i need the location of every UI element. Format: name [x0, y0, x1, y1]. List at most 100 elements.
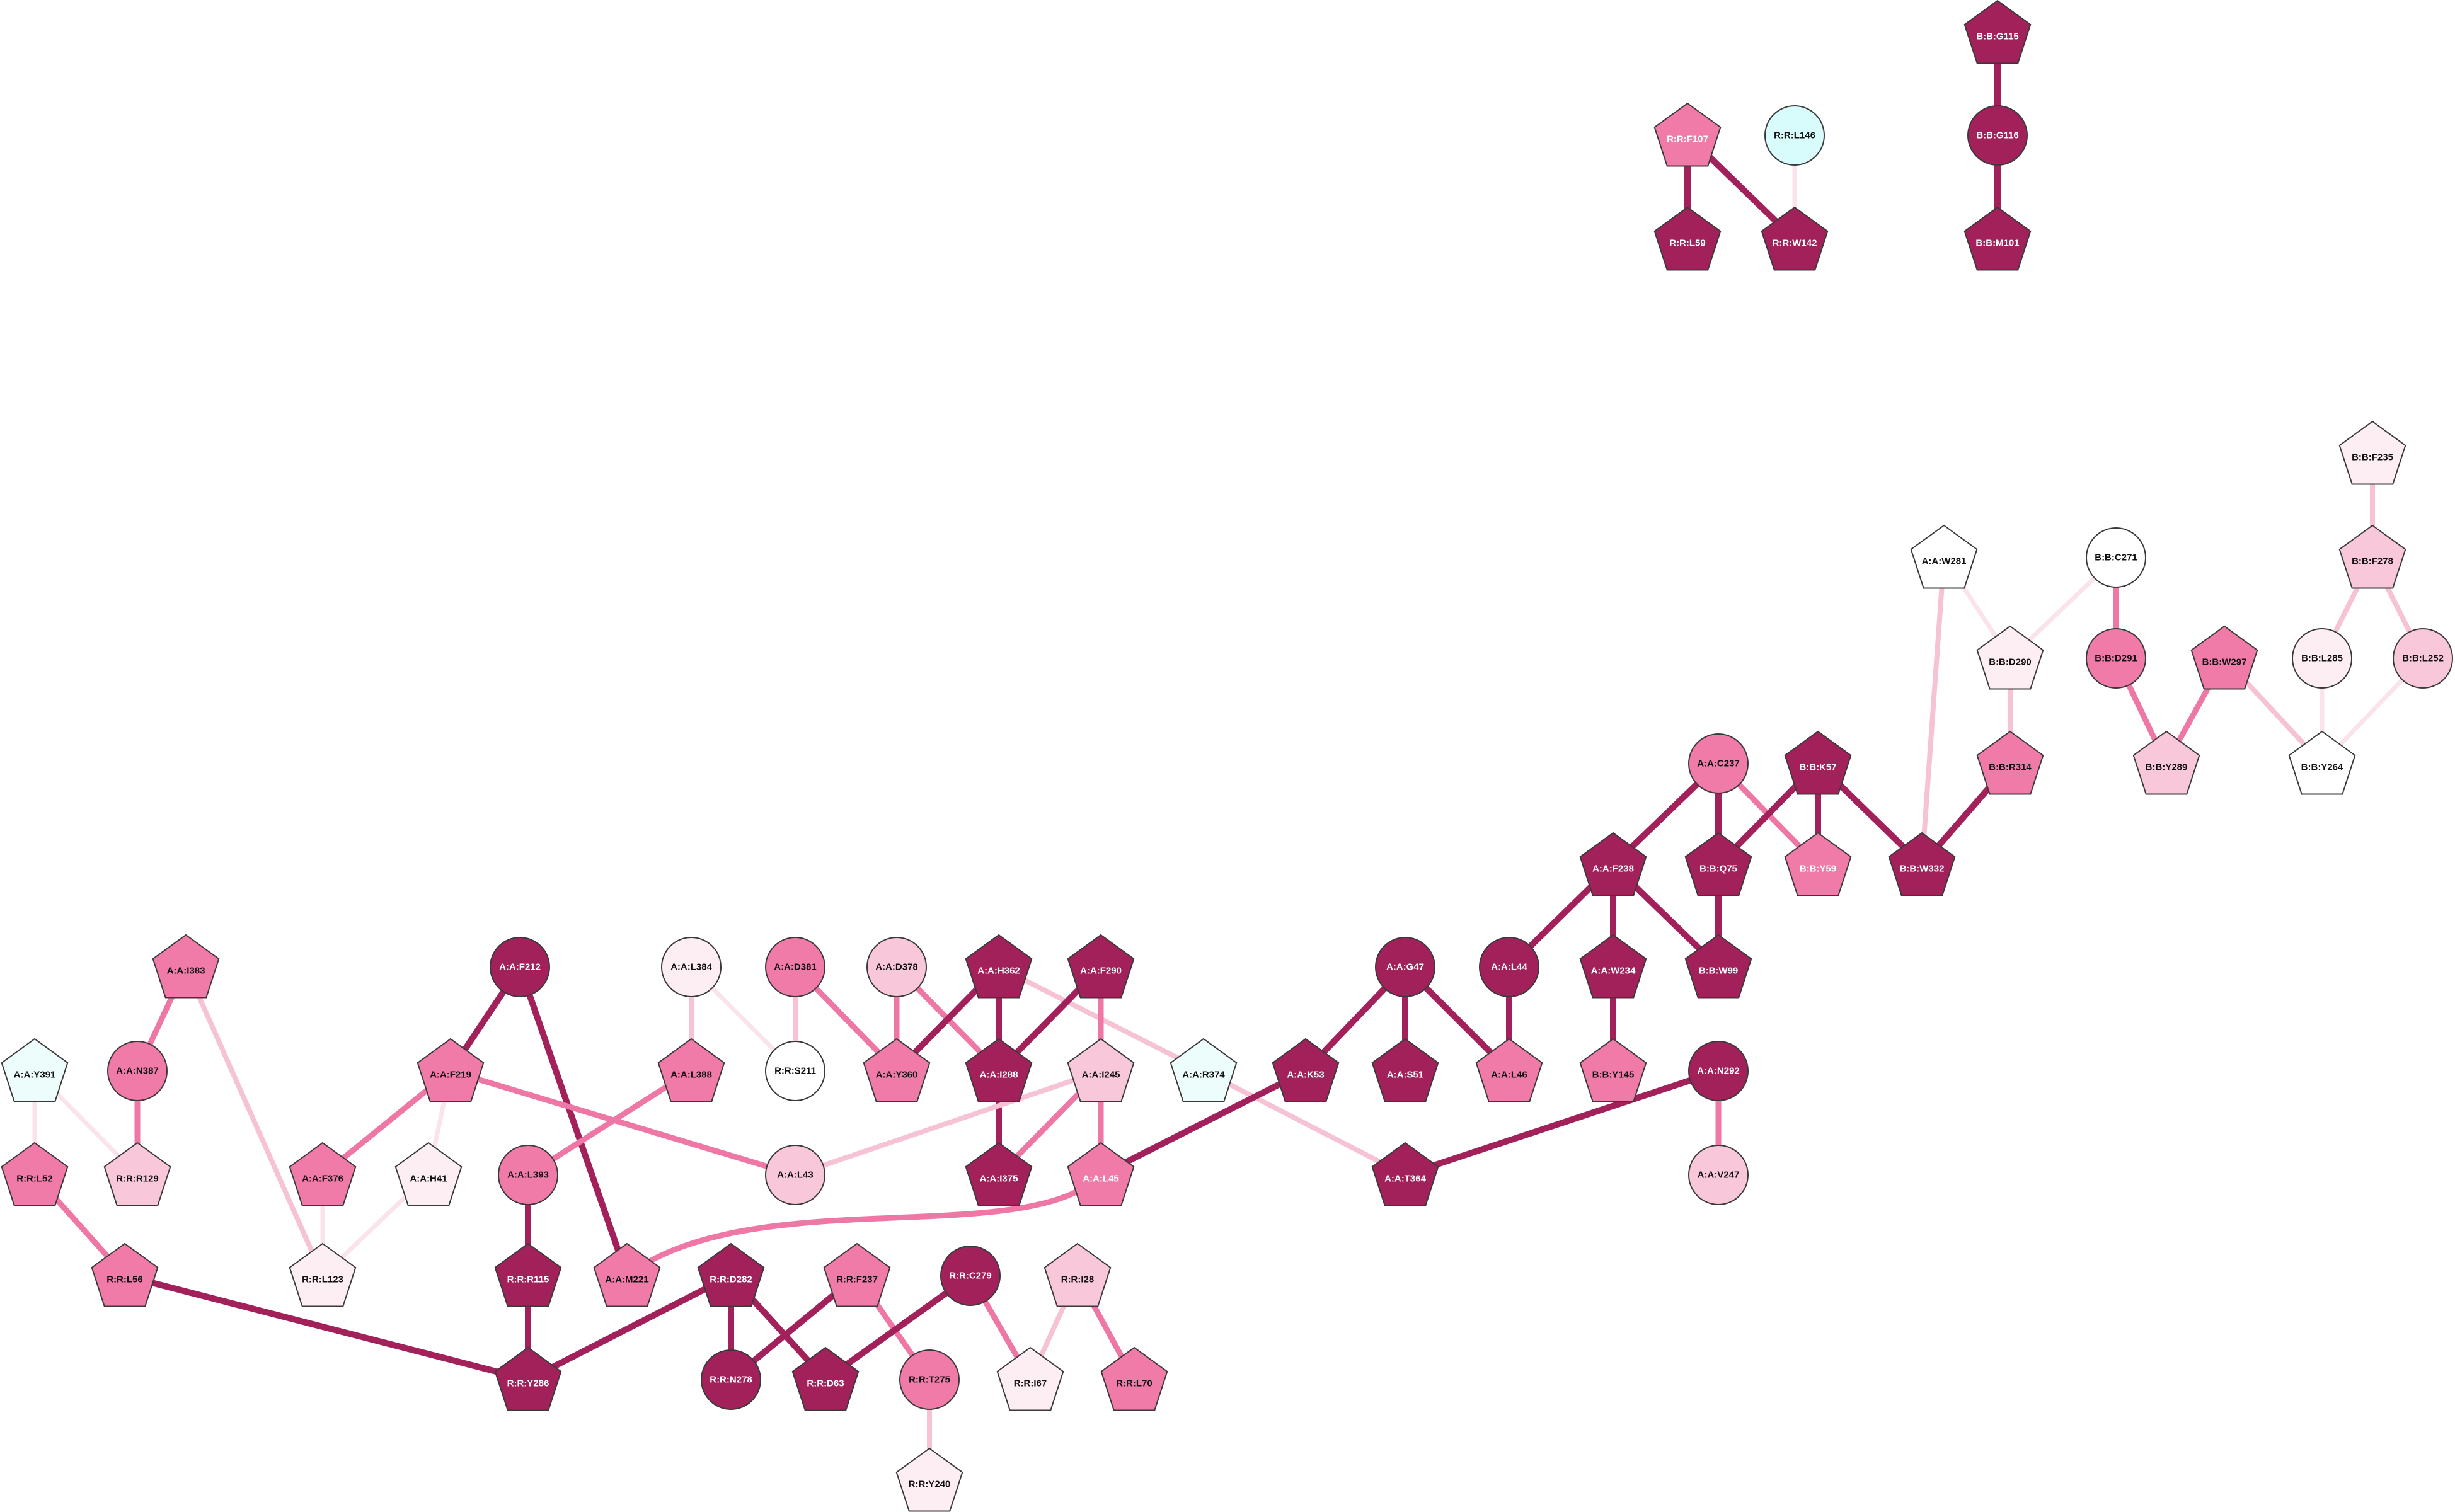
node-a-a-i288[interactable]: A:A:I288 — [965, 1038, 1033, 1102]
node-r-r-d63[interactable]: R:R:D63 — [791, 1346, 860, 1411]
node-b-b-w297[interactable]: B:B:W297 — [2190, 625, 2258, 690]
node-a-a-v247[interactable]: A:A:V247 — [1688, 1145, 1749, 1205]
node-b-b-r314[interactable]: B:B:R314 — [1976, 730, 2044, 795]
node-r-r-y240[interactable]: R:R:Y240 — [895, 1447, 963, 1512]
node-shape-pentagon — [2132, 730, 2200, 795]
node-r-r-r115[interactable]: R:R:R115 — [494, 1242, 562, 1307]
node-a-a-l384[interactable]: A:A:L384 — [661, 937, 722, 997]
node-a-a-y360[interactable]: A:A:Y360 — [863, 1038, 931, 1102]
node-a-a-w234[interactable]: A:A:W234 — [1579, 934, 1647, 999]
node-label: A:A:K53 — [1287, 1070, 1324, 1080]
node-r-r-c279[interactable]: R:R:C279 — [940, 1246, 1001, 1306]
node-a-a-y391[interactable]: A:A:Y391 — [1, 1038, 69, 1102]
edge-a-a-k53-to-a-a-l45 — [1098, 1068, 1309, 1178]
node-r-r-y286[interactable]: R:R:Y286 — [494, 1346, 562, 1411]
node-r-r-f107[interactable]: R:R:F107 — [1653, 102, 1722, 167]
node-label: B:B:W99 — [1699, 966, 1739, 976]
node-a-a-g47[interactable]: A:A:G47 — [1375, 937, 1435, 997]
node-a-a-f219[interactable]: A:A:F219 — [417, 1038, 485, 1102]
node-r-r-l56[interactable]: R:R:L56 — [91, 1242, 159, 1307]
node-a-a-s51[interactable]: A:A:S51 — [1371, 1038, 1439, 1102]
node-shape-pentagon — [1579, 832, 1647, 896]
node-b-b-y289[interactable]: B:B:Y289 — [2132, 730, 2200, 795]
node-b-b-g116[interactable]: B:B:G116 — [1967, 105, 2028, 166]
node-shape-pentagon — [823, 1242, 891, 1307]
node-b-b-d291[interactable]: B:B:D291 — [2086, 628, 2146, 689]
node-r-r-n278[interactable]: R:R:N278 — [701, 1349, 761, 1410]
node-shape-pentagon — [1371, 1142, 1439, 1206]
node-a-a-l393[interactable]: A:A:L393 — [498, 1145, 558, 1205]
node-b-b-w99[interactable]: B:B:W99 — [1684, 934, 1752, 999]
node-a-a-w281[interactable]: A:A:W281 — [1910, 524, 1978, 589]
node-label: R:R:C279 — [949, 1271, 992, 1281]
node-r-r-l52[interactable]: R:R:L52 — [1, 1142, 69, 1206]
node-a-a-f376[interactable]: A:A:F376 — [289, 1142, 357, 1206]
node-a-a-l44[interactable]: A:A:L44 — [1479, 937, 1539, 997]
node-b-b-c271[interactable]: B:B:C271 — [2086, 527, 2146, 588]
edge-r-r-d282-to-r-r-y286 — [525, 1273, 734, 1383]
node-a-a-d378[interactable]: A:A:D378 — [866, 937, 927, 997]
node-b-b-q75[interactable]: B:B:Q75 — [1684, 832, 1752, 896]
node-a-a-f238[interactable]: A:A:F238 — [1579, 832, 1647, 896]
node-b-b-y145[interactable]: B:B:Y145 — [1579, 1038, 1647, 1102]
node-b-b-k57[interactable]: B:B:K57 — [1784, 730, 1852, 795]
node-shape-pentagon — [1100, 1346, 1168, 1411]
edge-a-a-i383-to-r-r-l123 — [183, 965, 325, 1278]
node-shape-circle — [1967, 105, 2028, 166]
node-r-r-i28[interactable]: R:R:I28 — [1044, 1242, 1112, 1307]
node-shape-pentagon — [1784, 730, 1852, 795]
node-b-b-f235[interactable]: B:B:F235 — [2338, 420, 2406, 485]
node-r-r-l59[interactable]: R:R:L59 — [1653, 206, 1722, 271]
node-a-a-i383[interactable]: A:A:I383 — [152, 934, 220, 999]
node-shape-pentagon — [2288, 730, 2356, 795]
node-a-a-i375[interactable]: A:A:I375 — [965, 1142, 1033, 1206]
node-b-b-l285[interactable]: B:B:L285 — [2292, 628, 2352, 689]
node-r-r-l146[interactable]: R:R:L146 — [1764, 105, 1825, 166]
node-a-a-c237[interactable]: A:A:C237 — [1688, 733, 1749, 794]
node-r-r-w142[interactable]: R:R:W142 — [1761, 206, 1829, 271]
node-a-a-r374[interactable]: A:A:R374 — [1170, 1038, 1238, 1102]
node-a-a-h362[interactable]: A:A:H362 — [965, 934, 1033, 999]
node-r-r-r129[interactable]: R:R:R129 — [103, 1142, 171, 1206]
edge-a-a-r374-to-a-a-t364 — [1201, 1068, 1408, 1177]
node-b-b-g115[interactable]: B:B:G115 — [1963, 0, 2032, 64]
node-a-a-l388[interactable]: A:A:L388 — [657, 1038, 725, 1102]
node-label: B:B:W297 — [2202, 657, 2247, 668]
node-r-r-d282[interactable]: R:R:D282 — [697, 1242, 765, 1307]
node-a-a-d381[interactable]: A:A:D381 — [765, 937, 825, 997]
node-b-b-f278[interactable]: B:B:F278 — [2338, 524, 2406, 589]
node-a-a-i245[interactable]: A:A:I245 — [1067, 1038, 1135, 1102]
node-shape-circle — [866, 937, 927, 997]
node-b-b-y59[interactable]: B:B:Y59 — [1784, 832, 1852, 896]
node-b-b-y264[interactable]: B:B:Y264 — [2288, 730, 2356, 795]
node-a-a-f212[interactable]: A:A:F212 — [490, 937, 550, 997]
node-label: R:R:Y286 — [507, 1378, 549, 1389]
node-b-b-d290[interactable]: B:B:D290 — [1976, 625, 2044, 690]
node-a-a-m221[interactable]: A:A:M221 — [593, 1242, 661, 1307]
node-shape-circle — [1479, 937, 1539, 997]
node-r-r-s211[interactable]: R:R:S211 — [765, 1041, 825, 1101]
node-a-a-l46[interactable]: A:A:L46 — [1475, 1038, 1543, 1102]
node-a-a-f290[interactable]: A:A:F290 — [1067, 934, 1135, 999]
node-shape-pentagon — [996, 1346, 1064, 1411]
node-a-a-l45[interactable]: A:A:L45 — [1067, 1142, 1135, 1206]
node-r-r-l70[interactable]: R:R:L70 — [1100, 1346, 1168, 1411]
node-a-a-k53[interactable]: A:A:K53 — [1272, 1038, 1340, 1102]
node-b-b-l252[interactable]: B:B:L252 — [2393, 628, 2453, 689]
node-label: A:A:F290 — [1080, 966, 1122, 976]
node-r-r-f237[interactable]: R:R:F237 — [823, 1242, 891, 1307]
node-a-a-n292[interactable]: A:A:N292 — [1688, 1041, 1749, 1101]
node-r-r-l123[interactable]: R:R:L123 — [289, 1242, 357, 1307]
node-label: R:R:S211 — [774, 1066, 816, 1077]
edge-a-a-l388-to-a-a-l393 — [525, 1068, 694, 1178]
node-label: B:B:M101 — [1975, 238, 2019, 249]
node-a-a-t364[interactable]: A:A:T364 — [1371, 1142, 1439, 1206]
node-b-b-m101[interactable]: B:B:M101 — [1963, 206, 2032, 271]
node-a-a-l43[interactable]: A:A:L43 — [765, 1145, 825, 1205]
node-r-r-i67[interactable]: R:R:I67 — [996, 1346, 1064, 1411]
node-b-b-w332[interactable]: B:B:W332 — [1888, 832, 1956, 896]
node-r-r-t275[interactable]: R:R:T275 — [899, 1349, 960, 1410]
node-a-a-h41[interactable]: A:A:H41 — [394, 1142, 463, 1206]
node-a-a-n387[interactable]: A:A:N387 — [107, 1041, 168, 1101]
